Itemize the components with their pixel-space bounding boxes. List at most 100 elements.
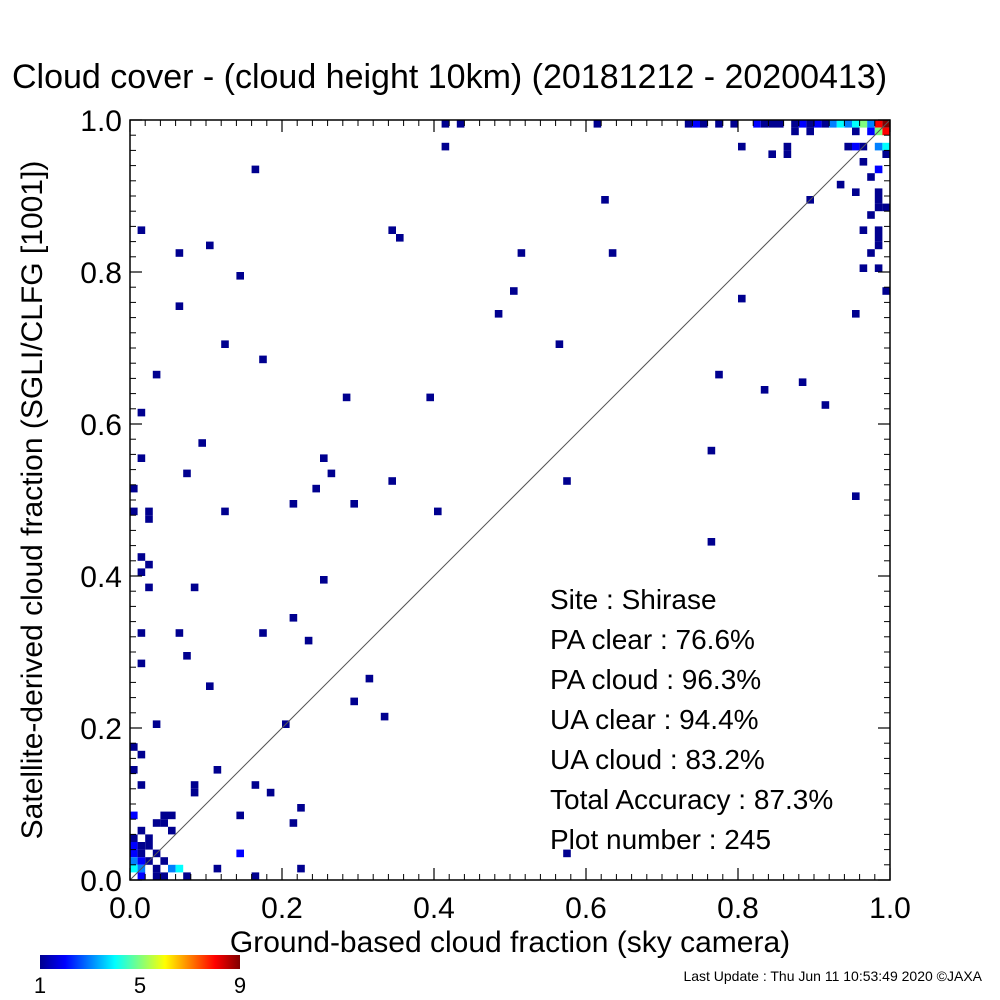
heatmap-cell xyxy=(213,864,222,873)
heatmap-cell xyxy=(874,120,883,128)
heatmap-cell xyxy=(874,203,883,212)
heatmap-cell xyxy=(168,811,176,820)
chart-title: Cloud cover - (cloud height 10km) (20181… xyxy=(12,58,887,96)
heatmap-cell xyxy=(342,393,351,402)
stats-line: Site : Shirase xyxy=(550,584,717,615)
heatmap-cell xyxy=(320,576,328,584)
heatmap-cell xyxy=(137,849,146,858)
heatmap-cell xyxy=(304,636,313,645)
heatmap-cell xyxy=(130,811,138,820)
y-axis-label: Satellite-derived cloud fraction (SGLI/C… xyxy=(16,161,49,840)
heatmap-cell xyxy=(852,310,860,318)
heatmap-cell xyxy=(221,340,229,348)
heatmap-cell xyxy=(814,120,822,128)
heatmap-cell xyxy=(867,211,875,219)
heatmap-cell xyxy=(882,203,890,212)
heatmap-cell xyxy=(152,370,161,379)
heatmap-cell xyxy=(137,553,146,561)
heatmap-cell xyxy=(213,766,222,774)
heatmap-cell xyxy=(859,264,868,272)
y-tick-label: 0.2 xyxy=(80,713,122,746)
heatmap-cell xyxy=(396,234,404,242)
heatmap-cell xyxy=(867,249,875,257)
heatmap-cell xyxy=(852,188,860,196)
heatmap-cell xyxy=(806,120,814,128)
x-tick-label: 0.8 xyxy=(717,892,759,925)
heatmap-cell xyxy=(859,120,868,128)
heatmap-cell xyxy=(297,804,305,812)
heatmap-cell xyxy=(563,477,571,485)
heatmap-cell xyxy=(798,378,807,386)
heatmap-cell xyxy=(130,842,138,850)
heatmap-cell xyxy=(251,872,260,880)
heatmap-cell xyxy=(160,857,168,865)
x-tick-label: 0.2 xyxy=(261,892,303,925)
heatmap-cell xyxy=(289,614,298,622)
heatmap-cell xyxy=(563,849,571,858)
heatmap-cell xyxy=(236,849,244,858)
heatmap-cell xyxy=(350,500,358,508)
heatmap-cell xyxy=(160,819,168,827)
heatmap-cell xyxy=(753,120,761,128)
heatmap-cell xyxy=(684,120,693,128)
heatmap-cell xyxy=(130,849,138,858)
heatmap-cell xyxy=(859,226,868,234)
heatmap-cell xyxy=(145,583,153,592)
heatmap-cell xyxy=(236,272,244,280)
y-tick-label: 0.4 xyxy=(80,561,122,594)
heatmap-cell xyxy=(874,196,883,204)
heatmap-cell xyxy=(130,507,138,516)
stats-box: Site : Shirase PA clear : 76.6% PA cloud :… xyxy=(550,584,833,855)
heatmap-cell xyxy=(791,120,799,128)
heatmap-cell xyxy=(874,226,883,234)
heatmap-cell xyxy=(175,629,184,637)
heatmap-cell xyxy=(867,127,875,136)
heatmap-cell xyxy=(601,196,609,204)
heatmap-cell xyxy=(836,180,845,189)
colorbar-tick-label: 9 xyxy=(234,973,246,998)
heatmap-cell xyxy=(251,781,260,789)
heatmap-cell xyxy=(806,127,814,136)
heatmap-cell xyxy=(130,743,138,751)
heatmap-cell xyxy=(867,173,875,181)
heatmap-cell xyxy=(130,484,138,493)
heatmap-cell xyxy=(175,864,184,873)
heatmap-cell xyxy=(441,120,450,128)
heatmap-cell xyxy=(137,750,146,759)
heatmap-cell xyxy=(874,234,883,242)
heatmap-cell xyxy=(175,249,184,257)
heatmap-cell xyxy=(350,697,358,706)
y-tick-label: 1.0 xyxy=(80,105,122,138)
heatmap-cell xyxy=(137,781,146,789)
heatmap-cell xyxy=(874,165,883,174)
heatmap-cell xyxy=(137,454,146,462)
heatmap-cell xyxy=(874,264,883,272)
heatmap-cell xyxy=(388,226,396,234)
heatmap-cell xyxy=(836,120,845,128)
heatmap-cell xyxy=(593,120,602,128)
heatmap-cell xyxy=(365,674,374,683)
heatmap-cell xyxy=(183,872,191,880)
heatmap-cell xyxy=(145,515,153,523)
heatmap-cell xyxy=(137,857,146,865)
heatmap-cell xyxy=(145,834,153,842)
heatmap-cell xyxy=(760,120,769,128)
heatmap-cell xyxy=(137,659,146,668)
heatmap-cell xyxy=(312,484,320,493)
heatmap-cell xyxy=(206,682,214,690)
heatmap-cell xyxy=(152,864,161,873)
heatmap-cell xyxy=(829,120,837,128)
heatmap-cell xyxy=(190,781,199,789)
heatmap-cell xyxy=(882,150,890,158)
heatmap-cell xyxy=(380,712,389,721)
x-tick-label: 0.4 xyxy=(413,892,455,925)
heatmap-cell xyxy=(768,120,776,128)
heatmap-cell xyxy=(137,842,146,850)
heatmap-cell xyxy=(852,492,860,500)
heatmap-cell xyxy=(137,568,146,576)
heatmap-cell xyxy=(236,811,244,820)
heatmap-cell xyxy=(791,127,799,136)
heatmap-cell xyxy=(145,842,153,850)
heatmap-cell xyxy=(130,766,138,774)
heatmap-cell xyxy=(608,249,617,257)
